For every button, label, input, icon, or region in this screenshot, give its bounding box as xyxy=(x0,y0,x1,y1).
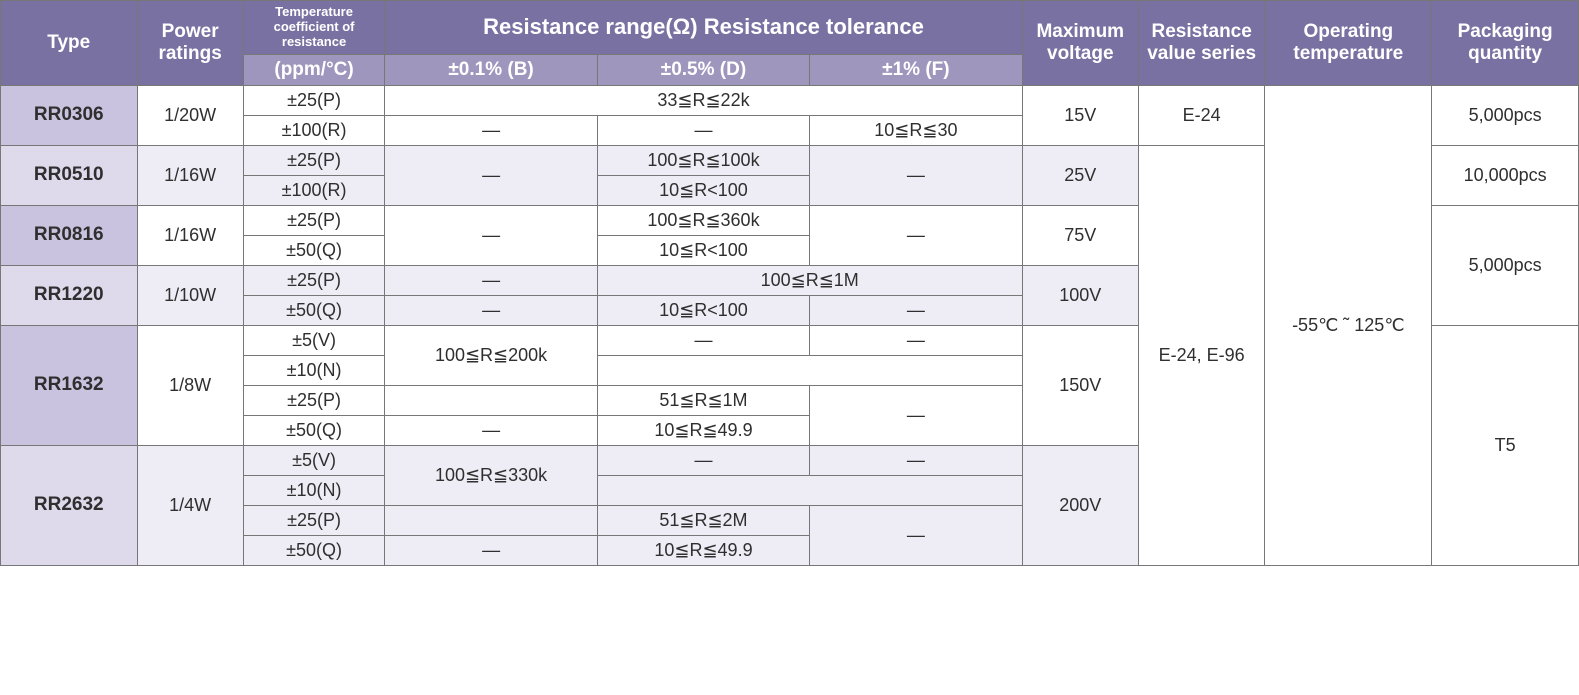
cell-range: 100≦R≦200k xyxy=(385,325,597,385)
cell-range: — xyxy=(597,445,809,475)
cell-maxv: 200V xyxy=(1022,445,1138,565)
hdr-power: Power ratings xyxy=(137,1,243,86)
cell-power: 1/16W xyxy=(137,145,243,205)
cell-maxv: 15V xyxy=(1022,85,1138,145)
cell-tcr: ±50(Q) xyxy=(243,235,385,265)
cell-power: 1/10W xyxy=(137,265,243,325)
hdr-type: Type xyxy=(1,1,138,86)
cell-type: RR2632 xyxy=(1,445,138,565)
cell-range: — xyxy=(810,505,1022,565)
cell-tcr: ±50(Q) xyxy=(243,295,385,325)
cell-range: — xyxy=(385,535,597,565)
cell-series: E-24 xyxy=(1138,85,1264,145)
hdr-tol-b: ±0.1% (B) xyxy=(385,54,597,85)
cell-range: — xyxy=(810,295,1022,325)
cell-range: — xyxy=(385,115,597,145)
cell-type: RR0510 xyxy=(1,145,138,205)
cell-range: — xyxy=(597,325,809,355)
cell-maxv: 75V xyxy=(1022,205,1138,265)
cell-range: — xyxy=(810,145,1022,205)
cell-range: 10≦R≦49.9 xyxy=(597,415,809,445)
table-row: RR0306 1/20W ±25(P) 33≦R≦22k 15V E-24 -5… xyxy=(1,85,1579,115)
cell-range: 10≦R≦49.9 xyxy=(597,535,809,565)
hdr-pkg: Packaging quantity xyxy=(1432,1,1579,86)
cell-type: RR0306 xyxy=(1,85,138,145)
cell-pkg: 10,000pcs xyxy=(1432,145,1579,205)
cell-maxv: 150V xyxy=(1022,325,1138,445)
hdr-range-title: Resistance range(Ω) Resistance tolerance xyxy=(385,1,1022,55)
cell-range: 51≦R≦2M xyxy=(597,505,809,535)
table-header: Type Power ratings Temperature coefficie… xyxy=(1,1,1579,86)
cell-optemp: -55℃ ˜ 125℃ xyxy=(1265,85,1432,565)
cell-range: 10≦R≦30 xyxy=(810,115,1022,145)
cell-power: 1/8W xyxy=(137,325,243,445)
cell-range: 10≦R<100 xyxy=(597,235,809,265)
cell-range: — xyxy=(385,415,597,445)
cell-power: 1/16W xyxy=(137,205,243,265)
cell-tcr: ±25(P) xyxy=(243,385,385,415)
cell-range: 100≦R≦330k xyxy=(385,445,597,505)
hdr-optemp: Operating temperature xyxy=(1265,1,1432,86)
cell-range: — xyxy=(385,265,597,295)
table-body: RR0306 1/20W ±25(P) 33≦R≦22k 15V E-24 -5… xyxy=(1,85,1579,565)
cell-range: 51≦R≦1M xyxy=(597,385,809,415)
cell-tcr: ±25(P) xyxy=(243,85,385,115)
cell-range: — xyxy=(597,115,809,145)
cell-type: RR0816 xyxy=(1,205,138,265)
cell-maxv: 100V xyxy=(1022,265,1138,325)
cell-tcr: ±50(Q) xyxy=(243,535,385,565)
cell-pkg: 5,000pcs xyxy=(1432,205,1579,325)
cell-range: — xyxy=(385,295,597,325)
hdr-tcr-top: Temperature coefficient of resistance xyxy=(243,1,385,55)
hdr-tol-f: ±1% (F) xyxy=(810,54,1022,85)
hdr-tcr-unit: (ppm/°C) xyxy=(243,54,385,85)
cell-tcr: ±5(V) xyxy=(243,325,385,355)
cell-range xyxy=(597,355,1022,385)
cell-range: 33≦R≦22k xyxy=(385,85,1022,115)
cell-range: 100≦R≦100k xyxy=(597,145,809,175)
cell-range: — xyxy=(810,445,1022,475)
cell-power: 1/20W xyxy=(137,85,243,145)
cell-range: — xyxy=(810,205,1022,265)
hdr-tol-d: ±0.5% (D) xyxy=(597,54,809,85)
resistor-spec-table: Type Power ratings Temperature coefficie… xyxy=(0,0,1579,566)
cell-tcr: ±100(R) xyxy=(243,115,385,145)
cell-type: RR1632 xyxy=(1,325,138,445)
hdr-maxv: Maximum voltage xyxy=(1022,1,1138,86)
cell-tcr: ±25(P) xyxy=(243,145,385,175)
cell-type: RR1220 xyxy=(1,265,138,325)
cell-range xyxy=(385,385,597,415)
cell-pkg: T5 xyxy=(1432,325,1579,565)
cell-tcr: ±100(R) xyxy=(243,175,385,205)
cell-tcr: ±50(Q) xyxy=(243,415,385,445)
cell-range: — xyxy=(810,325,1022,355)
cell-series: E-24, E-96 xyxy=(1138,145,1264,565)
cell-range: 100≦R≦1M xyxy=(597,265,1022,295)
cell-tcr: ±10(N) xyxy=(243,475,385,505)
cell-tcr: ±25(P) xyxy=(243,265,385,295)
hdr-rvs: Resistance value series xyxy=(1138,1,1264,86)
cell-range: 10≦R<100 xyxy=(597,295,809,325)
cell-range: — xyxy=(385,145,597,205)
cell-range xyxy=(597,475,1022,505)
cell-range: 100≦R≦360k xyxy=(597,205,809,235)
cell-tcr: ±10(N) xyxy=(243,355,385,385)
cell-range: — xyxy=(810,385,1022,445)
cell-range xyxy=(385,505,597,535)
cell-tcr: ±25(P) xyxy=(243,505,385,535)
cell-tcr: ±5(V) xyxy=(243,445,385,475)
cell-power: 1/4W xyxy=(137,445,243,565)
cell-maxv: 25V xyxy=(1022,145,1138,205)
cell-range: — xyxy=(385,205,597,265)
cell-tcr: ±25(P) xyxy=(243,205,385,235)
cell-pkg: 5,000pcs xyxy=(1432,85,1579,145)
cell-range: 10≦R<100 xyxy=(597,175,809,205)
